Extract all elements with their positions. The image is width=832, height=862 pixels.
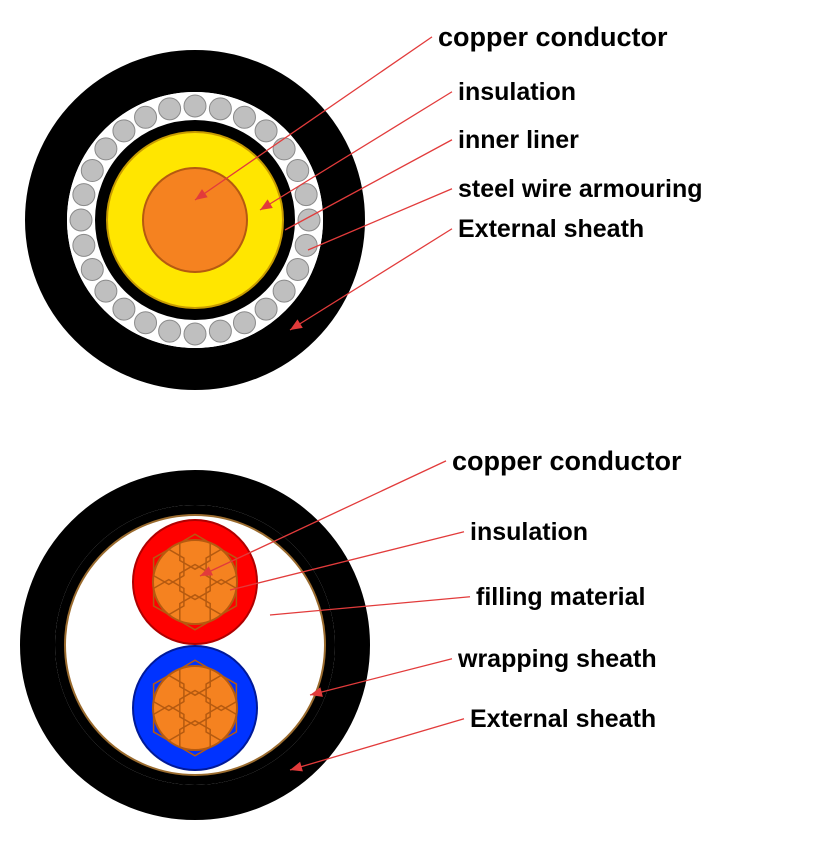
bottom-external_sheath-label: External sheath [470, 705, 656, 734]
top-steel_wire-label: steel wire armouring [458, 175, 703, 204]
top-copper_conductor-label: copper conductor [438, 22, 668, 53]
bottom-filling_material-label: filling material [476, 583, 645, 612]
bottom-insulation-label: insulation [470, 518, 588, 547]
diagram-svg [0, 0, 832, 862]
diagram-canvas: copper conductor insulation inner liner ste… [0, 0, 832, 862]
top-external_sheath-label: External sheath [458, 215, 644, 244]
top-inner_liner-label: inner liner [458, 126, 579, 155]
top-insulation-label: insulation [458, 78, 576, 107]
bottom-copper_conductor-label: copper conductor [452, 446, 682, 477]
bottom-wrapping_sheath-label: wrapping sheath [458, 645, 657, 674]
bottom-cable [38, 488, 353, 803]
